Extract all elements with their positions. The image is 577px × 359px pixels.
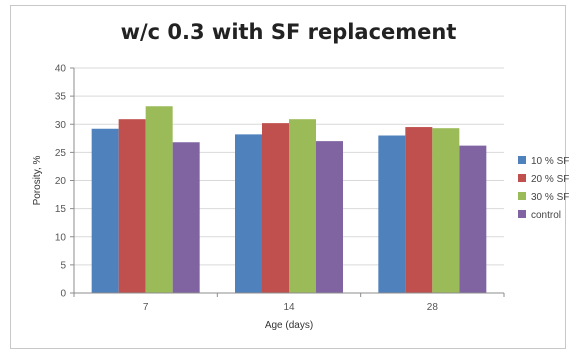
bar [118,119,146,293]
x-tick-label: 14 [283,302,295,313]
legend-label: control [531,210,561,221]
y-tick-label: 0 [60,289,66,300]
bar [289,119,316,293]
bar [172,142,200,293]
legend-swatch [518,192,526,200]
legend-swatch [518,210,526,218]
y-tick-label: 10 [55,232,67,243]
x-tick-label: 7 [143,302,149,313]
y-tick-label: 15 [55,204,67,215]
bar [262,123,289,293]
y-tick-label: 35 [55,92,67,103]
bar [316,141,343,293]
legend: 10 % SF 20 % SF 30 % SF control [518,156,569,221]
bar [378,135,406,293]
y-axis-title: Porosity, % [32,155,43,205]
legend-label: 10 % SF [531,156,569,167]
bar [459,145,487,293]
axes [73,68,504,294]
y-tick-label: 20 [55,176,67,187]
bar [432,128,460,293]
bar [91,128,119,293]
chart-title: w/c 0.3 with SF replacement [120,20,457,44]
legend-swatch [518,174,526,182]
x-axis-title: Age (days) [265,320,313,331]
legend-label: 20 % SF [531,174,569,185]
y-tick-label: 5 [60,260,66,271]
y-tick-label: 30 [55,120,67,131]
bar [405,127,433,293]
bars [91,106,487,293]
y-tick-label: 40 [55,64,67,75]
x-tick-labels: 7 14 28 [143,302,438,313]
bar [235,134,262,293]
legend-label: 30 % SF [531,192,569,203]
bar [145,106,173,293]
legend-swatch [518,156,526,164]
y-tick-label: 25 [55,148,67,159]
y-tick-labels: 0 5 10 15 20 25 30 35 40 [55,64,67,300]
x-tick-label: 28 [427,302,439,313]
